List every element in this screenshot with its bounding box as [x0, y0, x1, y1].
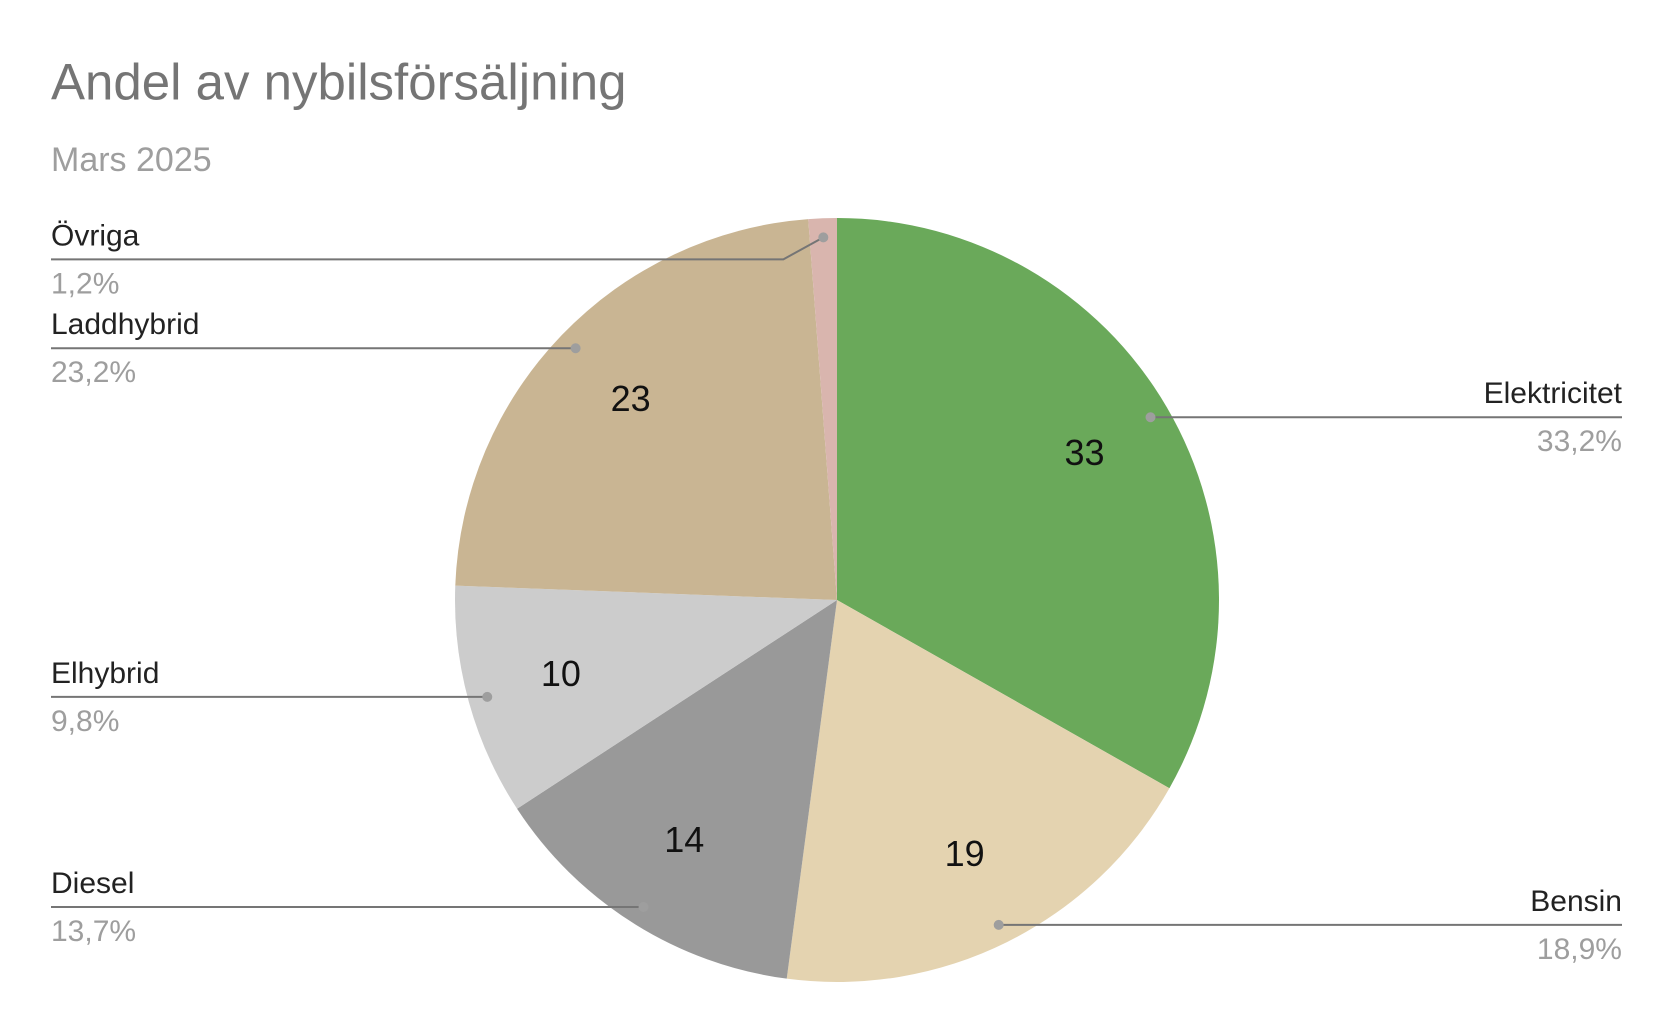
legend-label: Diesel: [51, 867, 134, 900]
leader-dot: [638, 902, 649, 913]
pie-slice: [786, 600, 1170, 982]
pie-slice: [837, 218, 1220, 789]
slice-label: 19: [945, 833, 985, 874]
legend-label: Elektricitet: [1484, 377, 1623, 410]
legend-label: Övriga: [51, 219, 140, 252]
slice-label: 33: [1064, 432, 1104, 473]
leader-line: [51, 236, 824, 261]
legend-label: Bensin: [1530, 885, 1622, 918]
leader-dot: [1145, 412, 1156, 423]
percent-label: 23,2%: [51, 356, 136, 389]
chart-title: Andel av nybilsförsäljning: [51, 53, 627, 110]
legend-label: Laddhybrid: [51, 308, 199, 341]
leader-dot: [818, 232, 829, 243]
leader-dot: [482, 691, 493, 702]
leader-dot: [570, 343, 581, 354]
legend-label: Elhybrid: [51, 657, 159, 690]
slice-label: 14: [664, 819, 704, 860]
pie-slice: [455, 219, 837, 600]
percent-label: 1,2%: [51, 267, 119, 300]
pie-slice: [455, 585, 837, 809]
leader-dot: [993, 919, 1004, 930]
pie-slice: [808, 218, 837, 600]
chart-subtitle: Mars 2025: [51, 141, 212, 179]
percent-label: 9,8%: [51, 705, 119, 738]
slice-label: 23: [611, 378, 651, 419]
pie-slice: [517, 600, 837, 979]
slice-label: 10: [541, 653, 581, 694]
percent-label: 18,9%: [1537, 933, 1622, 966]
percent-label: 33,2%: [1537, 425, 1622, 458]
percent-label: 13,7%: [51, 915, 136, 948]
